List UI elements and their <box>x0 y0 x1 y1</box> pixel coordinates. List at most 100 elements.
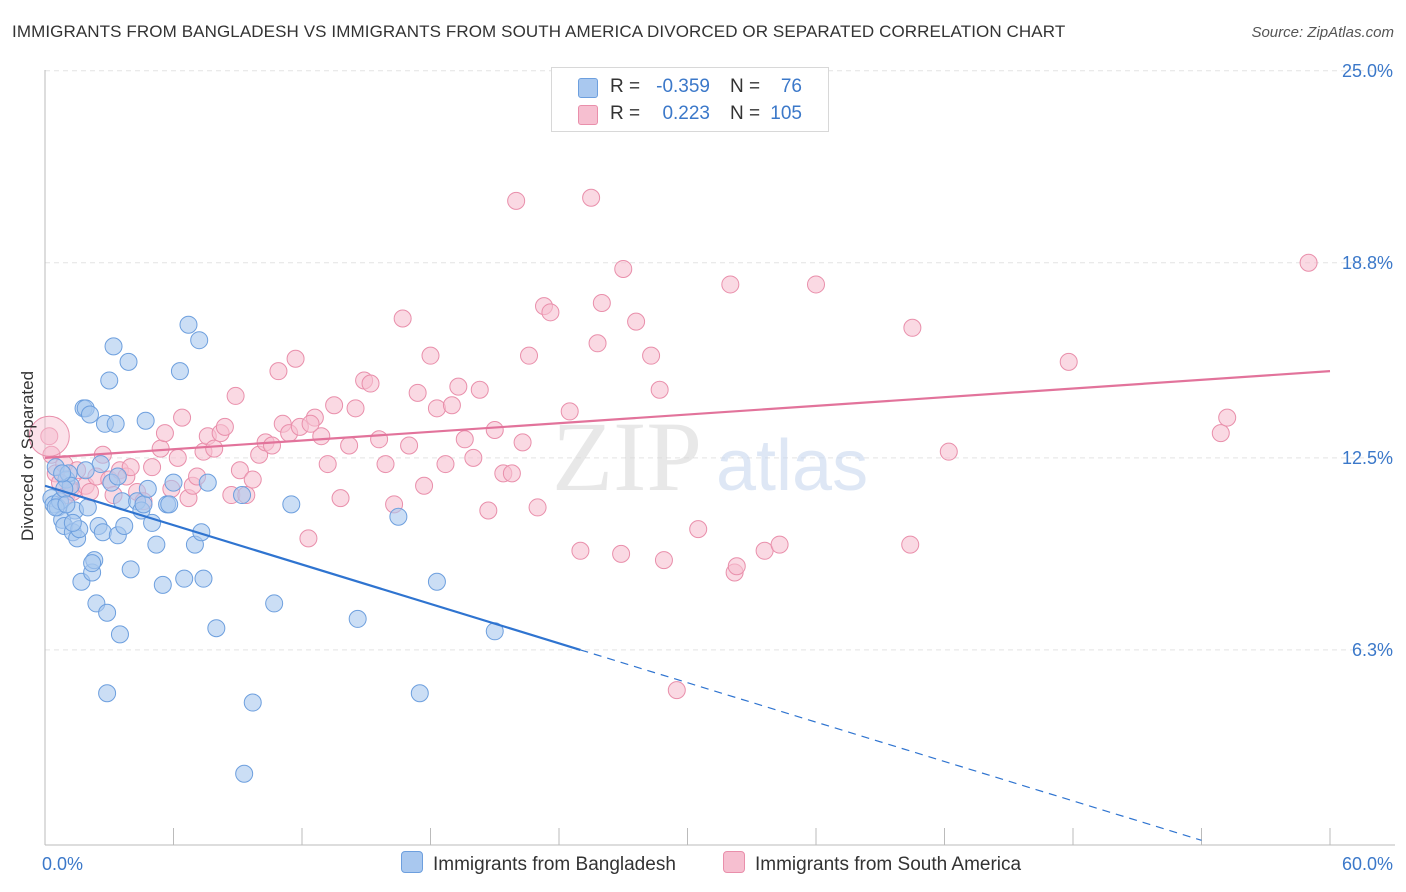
bangladesh-point <box>134 495 153 514</box>
bangladesh-point <box>138 479 157 498</box>
bangladesh-point <box>170 362 189 381</box>
south-america-point <box>205 439 224 458</box>
south-america-point <box>479 501 498 520</box>
legend-r-label: R = <box>610 103 641 124</box>
south-america-point <box>513 433 532 452</box>
bangladesh-point <box>427 572 446 591</box>
bangladesh-point <box>190 331 209 350</box>
legend-row-south-america: R = 0.223 N = 105 <box>552 101 828 129</box>
y-tick-label: 25.0% <box>1342 61 1393 81</box>
bangladesh-point <box>98 603 117 622</box>
bottom-legend: Immigrants from Bangladesh Immigrants fr… <box>0 851 1406 879</box>
y-tick-label: 6.3% <box>1352 640 1393 660</box>
bangladesh-point <box>76 461 95 480</box>
bangladesh-point <box>179 315 198 334</box>
bangladesh-point <box>93 523 112 542</box>
south-america-point <box>470 380 489 399</box>
bangladesh-point <box>207 619 226 638</box>
bottom-legend-label: Immigrants from South America <box>755 854 1022 875</box>
bangladesh-point <box>121 560 140 579</box>
bangladesh-point <box>164 473 183 492</box>
south-america-point <box>464 448 483 467</box>
bangladesh-point <box>153 575 172 594</box>
trend-lines <box>44 370 1331 841</box>
tick-labels: 6.3% 12.5% 18.8% 25.0% 0.0% 60.0% <box>42 61 1393 874</box>
bangladesh-point <box>282 495 301 514</box>
watermark: ZIP atlas <box>552 401 868 512</box>
gridlines <box>45 70 1395 651</box>
south-america-point <box>1218 408 1237 427</box>
south-america-point <box>689 520 708 539</box>
south-america-point <box>541 303 560 322</box>
y-tick-label: 12.5% <box>1342 448 1393 468</box>
x-tick-label-min: 0.0% <box>42 854 83 874</box>
legend-r-value: -0.359 <box>656 76 710 97</box>
bangladesh-point <box>243 693 262 712</box>
source-label: Source: ZipAtlas.com <box>1251 24 1394 41</box>
bangladesh-point <box>98 684 117 703</box>
south-america-point <box>560 402 579 421</box>
south-america-point <box>421 346 440 365</box>
bangladesh-point <box>136 411 155 430</box>
bottom-legend-label: Immigrants from Bangladesh <box>433 854 676 875</box>
south-america-point <box>269 362 288 381</box>
south-america-point <box>346 399 365 418</box>
y-axis-label: Divorced or Separated <box>18 371 37 541</box>
south-america-points <box>28 188 1318 700</box>
south-america-point <box>807 275 825 294</box>
south-america-point <box>507 191 526 210</box>
south-america-point <box>502 464 521 483</box>
bangladesh-point <box>83 554 102 573</box>
south-america-point <box>528 498 547 517</box>
south-america-point <box>370 430 389 449</box>
south-america-point <box>1211 424 1230 443</box>
bangladesh-point <box>143 513 162 532</box>
legend-swatch-blue <box>578 78 598 98</box>
south-america-point <box>243 470 262 489</box>
bangladesh-points <box>42 315 504 783</box>
south-america-point <box>455 430 474 449</box>
bangladesh-trend-line <box>44 484 581 651</box>
south-america-point <box>436 455 455 474</box>
chart-title: IMMIGRANTS FROM BANGLADESH VS IMMIGRANTS… <box>12 22 1066 41</box>
south-america-point <box>143 458 162 477</box>
bottom-legend-swatch-pink <box>723 851 745 873</box>
bangladesh-point <box>115 517 134 536</box>
bottom-legend-bangladesh: Immigrants from Bangladesh <box>401 851 676 876</box>
bangladesh-point <box>108 467 127 486</box>
bangladesh-point <box>198 473 217 492</box>
legend-n-value: 105 <box>770 103 802 124</box>
legend-row-bangladesh: R = -0.359 N = 76 <box>552 74 828 102</box>
south-america-point <box>408 383 427 402</box>
south-america-point <box>173 408 192 427</box>
bangladesh-point <box>80 405 99 424</box>
south-america-point <box>520 346 539 365</box>
south-america-point <box>939 442 958 461</box>
south-america-point <box>340 436 359 455</box>
legend-swatch-pink <box>578 105 598 125</box>
bangladesh-point <box>110 625 129 644</box>
south-america-point <box>226 386 245 405</box>
bangladesh-point <box>63 513 82 532</box>
south-america-point <box>325 396 344 415</box>
south-america-point <box>155 424 174 443</box>
south-america-point <box>442 396 461 415</box>
legend-r-label: R = <box>610 76 641 97</box>
south-america-point <box>301 414 320 433</box>
bangladesh-point <box>265 594 284 613</box>
south-america-point <box>318 455 337 474</box>
watermark-atlas: atlas <box>716 426 868 506</box>
bangladesh-point <box>53 464 72 483</box>
south-america-point <box>449 377 468 396</box>
south-america-point <box>903 318 922 337</box>
south-america-point <box>263 436 282 455</box>
bangladesh-trend-extension <box>580 649 1202 841</box>
legend-n-label: N = <box>730 103 761 124</box>
bangladesh-point <box>91 455 110 474</box>
south-america-point <box>361 374 380 393</box>
south-america-point <box>1059 352 1078 371</box>
south-america-point <box>331 489 350 508</box>
south-america-point <box>485 421 504 440</box>
south-america-point <box>28 415 70 457</box>
